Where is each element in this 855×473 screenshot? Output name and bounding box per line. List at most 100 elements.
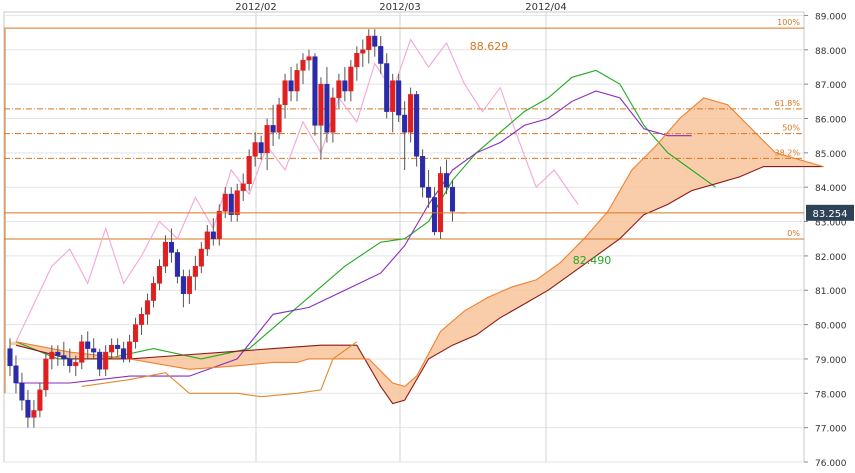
candle-body: [55, 351, 61, 356]
ichimoku-cloud: [10, 97, 824, 404]
candle-body: [342, 80, 348, 92]
candle-body: [258, 142, 264, 154]
candle-body: [372, 35, 378, 47]
candle-body: [228, 193, 234, 215]
candle-body: [402, 114, 408, 133]
candle-body: [252, 142, 258, 157]
candle-body: [414, 94, 420, 157]
candle-body: [443, 173, 450, 188]
y-tick-label: 76.000: [815, 459, 847, 468]
y-tick-label: 81.000: [815, 287, 847, 297]
candle-body: [180, 276, 186, 294]
candle-body: [127, 341, 133, 360]
candle-body: [318, 83, 324, 126]
candle-body: [420, 156, 426, 188]
candle-body: [115, 344, 121, 349]
candle-body: [7, 348, 13, 367]
candle-body: [67, 358, 73, 367]
candle-body: [49, 351, 55, 360]
candle-body: [288, 80, 294, 92]
fib-label: 0%: [787, 229, 800, 238]
high-annotation: 88.629: [470, 40, 509, 53]
candle-body: [31, 410, 37, 418]
candle-body: [222, 193, 228, 212]
lagging-span-line: [15, 38, 579, 343]
y-tick-label: 77.000: [815, 425, 847, 435]
x-tick-label: 2012/03: [379, 2, 421, 13]
candle-body: [73, 362, 79, 367]
leading-span-b-line: [15, 166, 824, 405]
candle-body: [348, 66, 354, 92]
candle-body: [144, 300, 151, 315]
candle-body: [13, 365, 19, 384]
candle-body: [396, 80, 402, 116]
secondary-line: [81, 341, 358, 398]
current-price-label: 83.254: [813, 209, 848, 220]
candle-body: [437, 173, 444, 233]
candle-body: [408, 94, 414, 133]
y-tick-label: 88.000: [815, 47, 847, 57]
low-annotation: 82.490: [573, 254, 612, 267]
candle-body: [97, 351, 103, 370]
candle-body: [426, 186, 432, 198]
y-tick-label: 82.000: [815, 253, 847, 263]
candle-body: [330, 97, 336, 133]
candle-body: [234, 190, 240, 215]
candle-body: [162, 241, 169, 267]
candle-body: [294, 70, 300, 92]
candle-body: [103, 351, 109, 370]
y-tick-label: 78.000: [815, 390, 847, 400]
candle-body: [276, 104, 282, 133]
candle-body: [282, 80, 288, 105]
y-tick-label: 79.000: [815, 356, 847, 366]
candle-body: [198, 248, 204, 267]
current-price-badge: [806, 204, 854, 221]
y-tick-label: 89.000: [815, 12, 847, 22]
candle-body: [61, 355, 67, 360]
y-tick-label: 84.000: [815, 184, 847, 194]
leading-span-a-line: [15, 97, 824, 388]
candle-body: [174, 252, 180, 277]
candle-body: [156, 265, 163, 284]
candle-body: [85, 341, 91, 349]
x-tick-label: 2012/04: [525, 2, 567, 13]
candle-body: [210, 231, 216, 239]
candle-body: [150, 283, 157, 301]
candle-body: [109, 344, 115, 353]
candle-body: [390, 80, 396, 112]
candle-body: [264, 125, 270, 154]
candle-body: [25, 399, 31, 418]
candle-body: [204, 231, 210, 250]
y-tick-label: 85.000: [815, 150, 847, 160]
y-tick-label: 86.000: [815, 115, 847, 125]
candle-body: [354, 52, 360, 68]
candle-body: [449, 186, 456, 212]
candle-body: [246, 156, 252, 185]
fib-label: 38.2%: [775, 148, 801, 157]
candle-body: [216, 210, 222, 239]
candle-body: [270, 125, 276, 133]
candle-body: [300, 59, 306, 71]
candle-body: [360, 49, 366, 54]
candle-body: [306, 56, 312, 61]
candle-body: [432, 197, 438, 233]
candle-body: [43, 358, 49, 391]
candle-body: [384, 63, 390, 112]
candle-body: [121, 348, 127, 360]
fib-label: 61.8%: [775, 99, 801, 108]
candle-body: [324, 83, 330, 133]
candle-body: [240, 183, 246, 191]
candle-body: [79, 341, 85, 363]
candle-body: [378, 46, 384, 64]
y-tick-label: 87.000: [815, 81, 847, 91]
fib-label: 100%: [777, 18, 800, 27]
x-tick-label: 2012/02: [235, 2, 277, 13]
candle-body: [138, 314, 145, 325]
candle-body: [192, 265, 198, 277]
y-tick-label: 80.000: [815, 322, 847, 332]
candle-body: [19, 382, 25, 401]
candle-body: [91, 348, 97, 353]
y-tick-label: 83.000: [815, 219, 847, 229]
